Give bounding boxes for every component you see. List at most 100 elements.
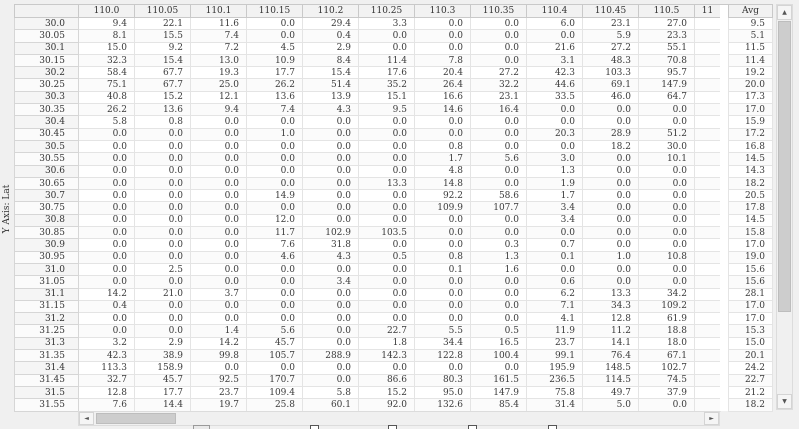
data-cell[interactable]: 44.6: [526, 78, 583, 92]
data-cell[interactable]: 33.5: [526, 90, 583, 105]
data-cell[interactable]: 42.3: [526, 66, 583, 80]
data-cell[interactable]: 48.3: [582, 53, 639, 68]
data-cell[interactable]: [694, 275, 721, 289]
data-cell[interactable]: 76.4: [582, 349, 639, 363]
data-cell[interactable]: 70.8: [638, 53, 695, 68]
scroll-down-button[interactable]: ▼: [777, 394, 792, 409]
data-cell[interactable]: 0.0: [78, 262, 135, 277]
data-cell[interactable]: 25.8: [246, 398, 303, 412]
data-cell[interactable]: 0.0: [526, 115, 583, 129]
data-cell[interactable]: 7.6: [246, 238, 303, 252]
data-cell[interactable]: 0.0: [134, 238, 191, 252]
data-cell[interactable]: 12.8: [78, 385, 135, 400]
data-cell[interactable]: 34.3: [582, 299, 639, 314]
data-cell[interactable]: 15.2: [358, 385, 415, 400]
data-cell[interactable]: 0.0: [526, 262, 583, 277]
row-header[interactable]: 31.0: [14, 262, 79, 277]
cutoff-checkbox-fragment-2[interactable]: [388, 425, 397, 429]
data-cell[interactable]: [694, 66, 721, 80]
data-cell[interactable]: [694, 103, 721, 117]
data-cell[interactable]: 0.0: [190, 127, 247, 141]
data-cell[interactable]: 170.7: [246, 373, 303, 387]
data-cell[interactable]: 0.0: [302, 189, 359, 203]
data-cell[interactable]: 35.2: [358, 78, 415, 92]
column-header[interactable]: 110.4: [526, 4, 583, 18]
data-cell[interactable]: 0.0: [638, 398, 695, 412]
data-cell[interactable]: 29.4: [302, 16, 359, 31]
data-cell[interactable]: [694, 398, 721, 412]
data-cell[interactable]: 15.4: [302, 66, 359, 80]
data-cell[interactable]: 3.4: [526, 201, 583, 215]
data-cell[interactable]: 0.0: [582, 213, 639, 228]
data-cell[interactable]: 0.6: [526, 275, 583, 289]
data-cell[interactable]: 11.6: [190, 16, 247, 31]
horizontal-scrollbar[interactable]: ◄ ►: [78, 411, 720, 426]
data-cell[interactable]: 27.0: [638, 16, 695, 31]
data-cell[interactable]: 0.0: [246, 139, 303, 154]
data-cell[interactable]: 64.7: [638, 90, 695, 105]
data-cell[interactable]: 7.6: [78, 398, 135, 412]
row-header[interactable]: 31.4: [14, 361, 79, 375]
vertical-scrollbar[interactable]: ▲ ▼: [776, 4, 793, 410]
data-cell[interactable]: 103.5: [358, 226, 415, 240]
data-cell[interactable]: 2.9: [134, 336, 191, 351]
data-cell[interactable]: 22.1: [134, 16, 191, 31]
data-cell[interactable]: 0.0: [582, 201, 639, 215]
data-cell[interactable]: 12.0: [246, 213, 303, 228]
row-header[interactable]: 30.4: [14, 115, 79, 129]
data-cell[interactable]: 55.1: [638, 41, 695, 55]
data-cell[interactable]: 45.7: [134, 373, 191, 387]
data-cell[interactable]: 0.4: [302, 29, 359, 43]
data-cell[interactable]: 0.0: [246, 299, 303, 314]
data-cell[interactable]: 0.0: [414, 226, 471, 240]
data-cell[interactable]: 0.0: [302, 324, 359, 338]
data-cell[interactable]: 0.0: [78, 213, 135, 228]
data-cell[interactable]: 0.0: [414, 287, 471, 301]
data-cell[interactable]: 30.0: [638, 139, 695, 154]
data-cell[interactable]: 0.0: [302, 201, 359, 215]
data-cell[interactable]: 0.0: [358, 152, 415, 166]
data-cell[interactable]: [694, 238, 721, 252]
avg-cell[interactable]: 17.0: [728, 238, 773, 252]
avg-cell[interactable]: 20.1: [728, 349, 773, 363]
data-cell[interactable]: [694, 312, 721, 326]
data-cell[interactable]: 122.8: [414, 349, 471, 363]
data-cell[interactable]: 6.2: [526, 287, 583, 301]
data-cell[interactable]: 0.0: [190, 262, 247, 277]
column-header[interactable]: 110.15: [246, 4, 303, 18]
data-cell[interactable]: 0.0: [582, 275, 639, 289]
data-cell[interactable]: 7.4: [190, 29, 247, 43]
data-cell[interactable]: 2.5: [134, 262, 191, 277]
row-header[interactable]: 31.35: [14, 349, 79, 363]
data-cell[interactable]: 26.4: [414, 78, 471, 92]
data-cell[interactable]: [694, 127, 721, 141]
data-cell[interactable]: 102.9: [302, 226, 359, 240]
data-cell[interactable]: 0.1: [526, 250, 583, 264]
row-header[interactable]: 30.25: [14, 78, 79, 92]
data-cell[interactable]: 0.0: [414, 127, 471, 141]
vertical-scroll-track[interactable]: [777, 20, 792, 394]
data-cell[interactable]: 0.8: [414, 250, 471, 264]
row-header[interactable]: 30.65: [14, 176, 79, 191]
data-cell[interactable]: 1.3: [526, 164, 583, 178]
row-header[interactable]: 30.15: [14, 53, 79, 68]
data-cell[interactable]: [694, 287, 721, 301]
data-cell[interactable]: 195.9: [526, 361, 583, 375]
data-cell[interactable]: 13.3: [582, 287, 639, 301]
data-cell[interactable]: 19.7: [190, 398, 247, 412]
data-cell[interactable]: [694, 176, 721, 191]
data-cell[interactable]: 0.0: [78, 324, 135, 338]
data-cell[interactable]: 0.0: [358, 299, 415, 314]
data-cell[interactable]: 20.4: [414, 66, 471, 80]
data-cell[interactable]: 0.0: [78, 312, 135, 326]
data-cell[interactable]: 0.0: [302, 262, 359, 277]
avg-cell[interactable]: 15.8: [728, 226, 773, 240]
avg-cell[interactable]: 20.5: [728, 189, 773, 203]
data-cell[interactable]: 0.0: [470, 213, 527, 228]
data-cell[interactable]: 1.7: [526, 189, 583, 203]
data-cell[interactable]: 0.0: [190, 226, 247, 240]
data-cell[interactable]: 1.0: [246, 127, 303, 141]
data-cell[interactable]: 0.5: [470, 324, 527, 338]
data-cell[interactable]: 45.7: [246, 336, 303, 351]
avg-cell[interactable]: 14.5: [728, 152, 773, 166]
